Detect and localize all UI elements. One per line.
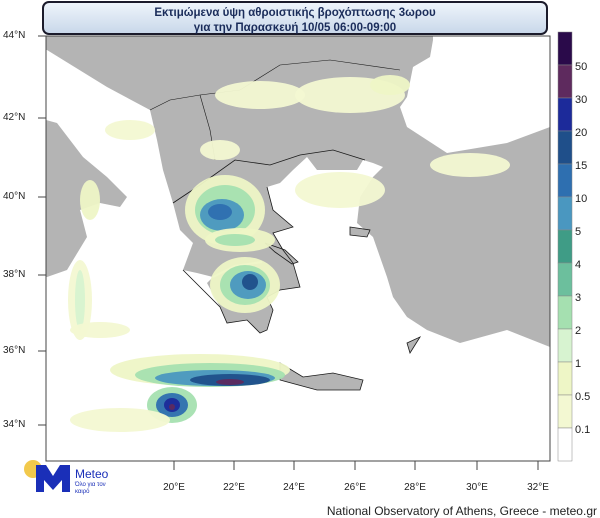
rain-patch xyxy=(215,234,255,246)
meteo-logo xyxy=(24,460,70,492)
title-line-2: για την Παρασκευή 10/05 06:00-09:00 xyxy=(193,21,397,34)
colorbar xyxy=(557,31,573,462)
balkans-turkey-land xyxy=(46,36,550,347)
colorbar-label: 10 xyxy=(575,193,588,205)
rain-patch xyxy=(370,75,410,95)
lat-label: 40°N xyxy=(3,191,26,202)
lon-label: 30°E xyxy=(466,482,488,493)
colorbar-label: 3 xyxy=(575,292,582,304)
colorbar-swatch xyxy=(557,196,573,231)
axis-ticks xyxy=(38,35,550,470)
lon-label: 32°E xyxy=(527,482,549,493)
colorbar-label: 1 xyxy=(575,358,582,370)
colorbar-label: 0.1 xyxy=(575,424,591,436)
colorbar-label: 0.5 xyxy=(575,391,591,403)
colorbar-label: 5 xyxy=(575,226,582,238)
rain-patch xyxy=(169,404,175,410)
rain-patch xyxy=(295,172,385,208)
lat-label: 42°N xyxy=(3,112,26,123)
lat-label: 36°N xyxy=(3,345,26,356)
rain-patch xyxy=(70,408,170,432)
lesvos-island xyxy=(349,226,371,238)
lon-label: 28°E xyxy=(404,482,426,493)
rain-patch xyxy=(70,322,130,338)
title-line-1: Εκτιμώμενα ύψη αθροιστικής βροχόπτωσης 3… xyxy=(154,7,436,19)
footer-credit: National Observatory of Athens, Greece -… xyxy=(326,504,597,518)
colorbar-swatch xyxy=(557,394,573,429)
rain-patch xyxy=(75,270,85,330)
lon-label: 22°E xyxy=(223,482,245,493)
rain-patch xyxy=(80,180,100,220)
rhodes-island xyxy=(406,336,422,354)
colorbar-swatch xyxy=(557,130,573,165)
colorbar-label: 50 xyxy=(575,61,588,73)
colorbar-label: 20 xyxy=(575,127,588,139)
colorbar-swatch xyxy=(557,427,573,462)
logo-m-icon xyxy=(36,465,70,492)
rain-patch xyxy=(242,274,258,290)
colorbar-swatch xyxy=(557,229,573,264)
map-title: Εκτιμώμενα ύψη αθροιστικής βροχόπτωσης 3… xyxy=(42,1,548,35)
lat-label: 34°N xyxy=(3,419,26,430)
logo-tagline: Όλο για τον καιρό xyxy=(75,482,106,495)
colorbar-label: 4 xyxy=(575,259,582,271)
colorbar-label: 15 xyxy=(575,160,588,172)
rain-patch xyxy=(430,153,510,177)
colorbar-swatch xyxy=(557,295,573,330)
logo-name: Meteo xyxy=(75,467,109,481)
rain-patch xyxy=(200,140,240,160)
colorbar-swatch xyxy=(557,328,573,363)
colorbar-swatch xyxy=(557,262,573,297)
lat-label: 44°N xyxy=(3,30,26,41)
colorbar-swatch xyxy=(557,97,573,132)
colorbar-label: 2 xyxy=(575,325,582,337)
lon-label: 20°E xyxy=(163,482,185,493)
rainfall-overlay xyxy=(68,75,510,432)
colorbar-label: 30 xyxy=(575,94,588,106)
colorbar-swatch xyxy=(557,163,573,198)
rain-patch xyxy=(208,204,232,220)
rain-patch xyxy=(216,379,244,385)
lat-label: 38°N xyxy=(3,269,26,280)
colorbar-swatch xyxy=(557,64,573,99)
colorbar-swatch xyxy=(557,31,573,66)
colorbar-swatch xyxy=(557,361,573,396)
lon-label: 24°E xyxy=(283,482,305,493)
lon-label: 26°E xyxy=(344,482,366,493)
rain-patch xyxy=(215,81,305,109)
crete-island xyxy=(279,362,364,391)
rain-patch xyxy=(105,120,155,140)
